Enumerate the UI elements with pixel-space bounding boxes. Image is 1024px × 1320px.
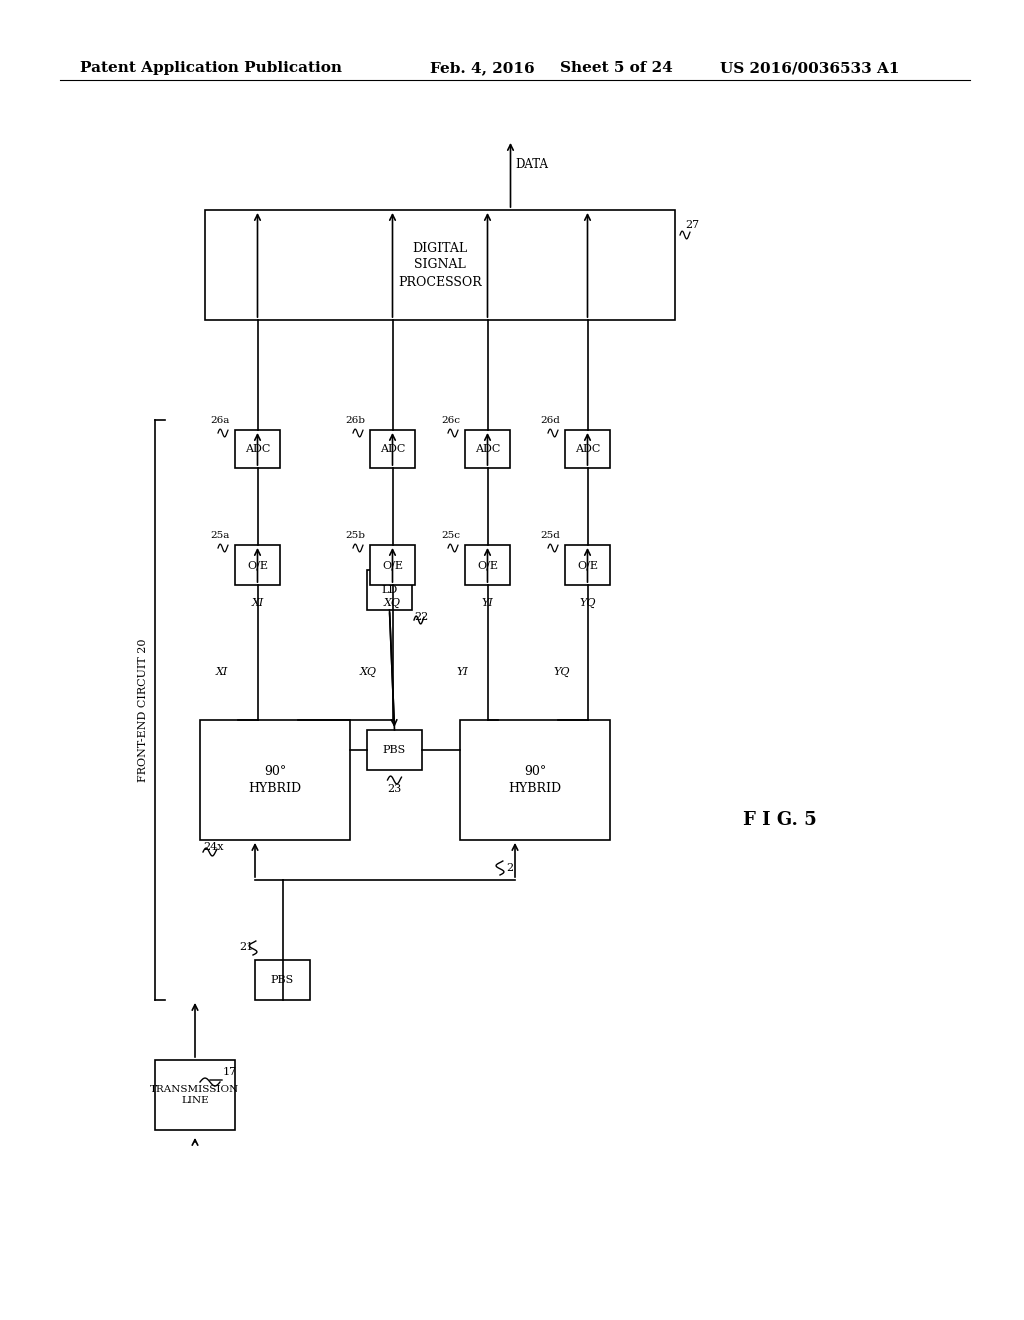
- Text: 26d: 26d: [540, 416, 560, 425]
- Text: Patent Application Publication: Patent Application Publication: [80, 61, 342, 75]
- Text: XQ: XQ: [384, 598, 401, 609]
- Text: 25a: 25a: [211, 531, 230, 540]
- FancyBboxPatch shape: [234, 545, 280, 585]
- FancyBboxPatch shape: [465, 545, 510, 585]
- Text: YQ: YQ: [580, 598, 596, 609]
- Text: O/E: O/E: [477, 560, 498, 570]
- Text: 90°
HYBRID: 90° HYBRID: [249, 766, 301, 795]
- Text: Feb. 4, 2016: Feb. 4, 2016: [430, 61, 535, 75]
- Text: XQ: XQ: [359, 667, 377, 677]
- Text: XI: XI: [216, 667, 228, 677]
- FancyBboxPatch shape: [367, 730, 422, 770]
- Text: 26c: 26c: [441, 416, 460, 425]
- FancyBboxPatch shape: [205, 210, 675, 319]
- Text: O/E: O/E: [382, 560, 403, 570]
- FancyBboxPatch shape: [465, 430, 510, 469]
- Text: US 2016/0036533 A1: US 2016/0036533 A1: [720, 61, 899, 75]
- Text: 90°
HYBRID: 90° HYBRID: [509, 766, 561, 795]
- Text: ADC: ADC: [380, 444, 406, 454]
- Text: YI: YI: [481, 598, 494, 609]
- Text: 25c: 25c: [441, 531, 460, 540]
- FancyBboxPatch shape: [367, 570, 412, 610]
- Text: 25b: 25b: [345, 531, 365, 540]
- Text: FRONT-END CIRCUIT 20: FRONT-END CIRCUIT 20: [138, 639, 148, 781]
- Text: F I G. 5: F I G. 5: [743, 810, 817, 829]
- FancyBboxPatch shape: [155, 1060, 234, 1130]
- Text: 26a: 26a: [211, 416, 230, 425]
- Text: PBS: PBS: [383, 744, 407, 755]
- FancyBboxPatch shape: [255, 960, 310, 1001]
- Text: 23: 23: [387, 784, 401, 795]
- Text: 17: 17: [223, 1067, 238, 1077]
- Text: 22: 22: [414, 612, 428, 622]
- Text: YI: YI: [456, 667, 468, 677]
- Text: DIGITAL
SIGNAL
PROCESSOR: DIGITAL SIGNAL PROCESSOR: [398, 242, 482, 289]
- FancyBboxPatch shape: [565, 430, 610, 469]
- Text: PBS: PBS: [271, 975, 294, 985]
- Text: 21: 21: [239, 942, 253, 952]
- Text: 27: 27: [685, 220, 699, 230]
- Text: O/E: O/E: [577, 560, 598, 570]
- FancyBboxPatch shape: [460, 719, 610, 840]
- Text: DATA: DATA: [515, 158, 549, 172]
- Text: ADC: ADC: [475, 444, 500, 454]
- FancyBboxPatch shape: [370, 430, 415, 469]
- Text: LD: LD: [381, 585, 397, 595]
- Text: YQ: YQ: [554, 667, 570, 677]
- FancyBboxPatch shape: [565, 545, 610, 585]
- FancyBboxPatch shape: [370, 545, 415, 585]
- Text: ADC: ADC: [574, 444, 600, 454]
- Text: 2: 2: [506, 863, 513, 873]
- Text: Sheet 5 of 24: Sheet 5 of 24: [560, 61, 673, 75]
- Text: XI: XI: [251, 598, 263, 609]
- FancyBboxPatch shape: [200, 719, 350, 840]
- Text: 26b: 26b: [345, 416, 365, 425]
- Text: ADC: ADC: [245, 444, 270, 454]
- Text: 25d: 25d: [540, 531, 560, 540]
- Text: O/E: O/E: [247, 560, 268, 570]
- FancyBboxPatch shape: [234, 430, 280, 469]
- Text: TRANSMISSION
LINE: TRANSMISSION LINE: [151, 1085, 240, 1105]
- Text: 24x: 24x: [203, 842, 223, 851]
